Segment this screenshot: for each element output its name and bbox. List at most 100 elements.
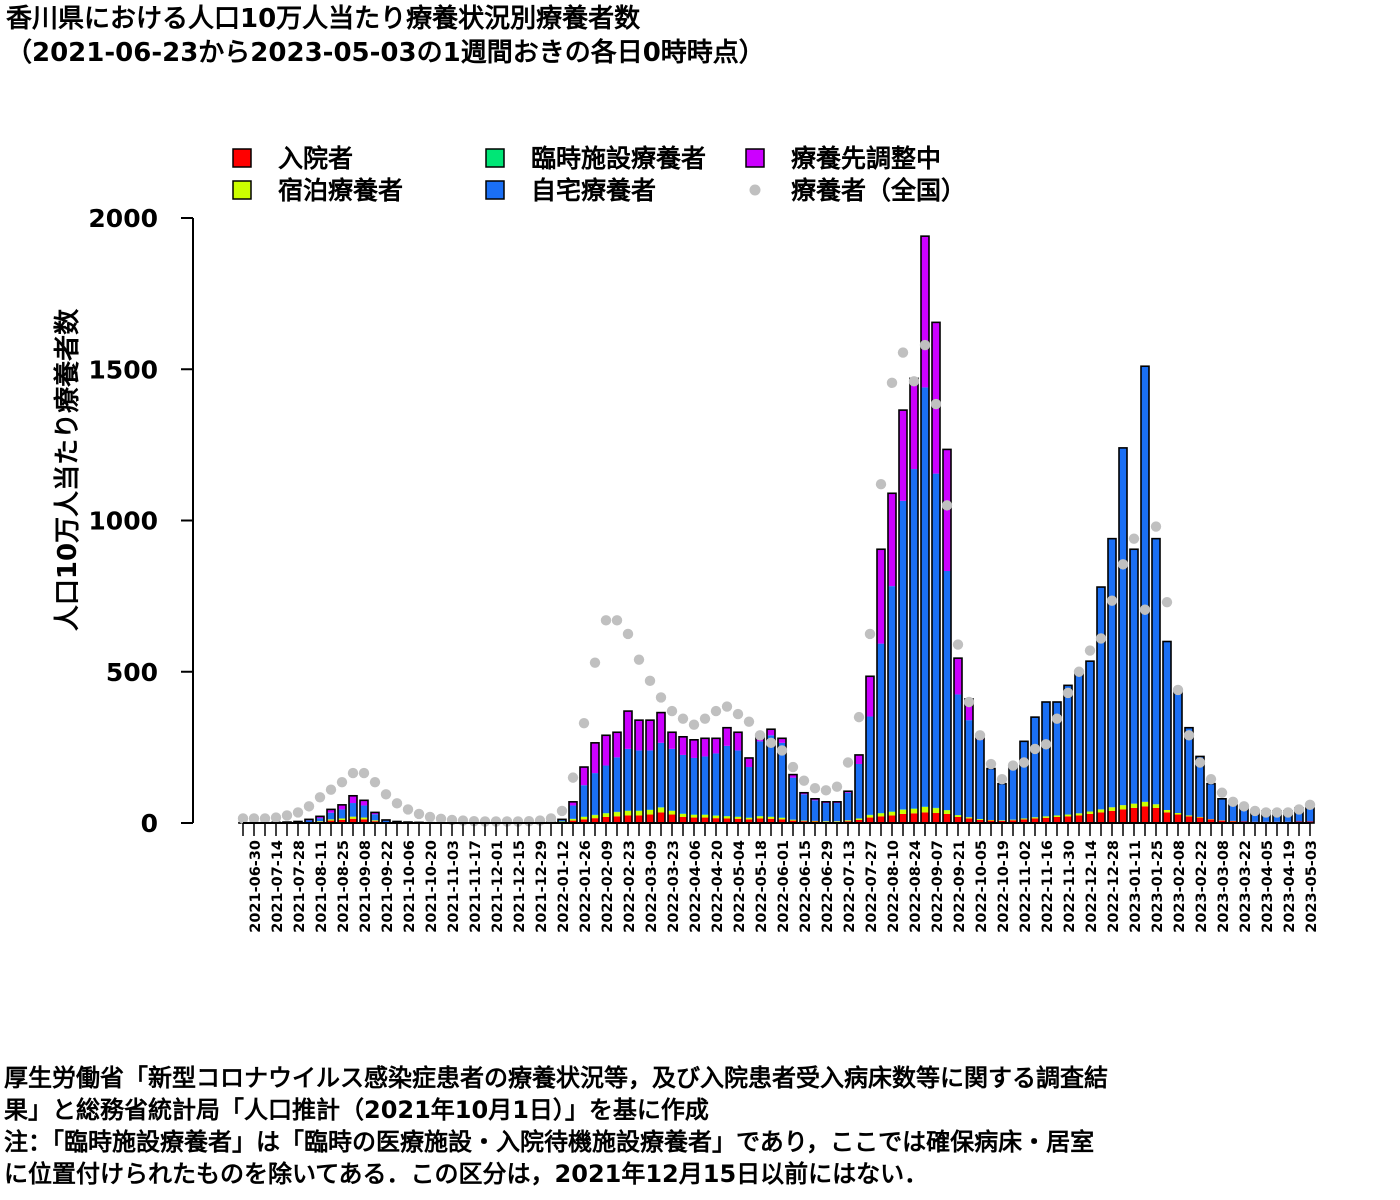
- national-point: [1150, 521, 1162, 532]
- bar: [810, 797, 820, 824]
- national-point: [1282, 807, 1294, 818]
- source-notes: 厚生労働省「新型コロナウイルス感染症患者の療養状況等，及び入院患者受入病床数等に…: [4, 1062, 1394, 1190]
- bar: [788, 773, 798, 824]
- bar-segment-hotel: [1152, 804, 1160, 808]
- bar-segment-hotel: [1020, 818, 1028, 820]
- bar-segment-adjusting: [613, 732, 621, 758]
- bar-segment-home: [1240, 807, 1248, 822]
- bar-segment-hotel: [646, 809, 654, 815]
- national-point: [710, 705, 722, 717]
- bar-segment-hospital: [1064, 816, 1072, 823]
- bar-segment-home: [668, 748, 676, 811]
- bar: [1228, 804, 1238, 824]
- bar-segment-hotel: [910, 808, 918, 814]
- national-point: [391, 798, 403, 809]
- bar-segment-hospital: [932, 813, 940, 823]
- bar-segment-home: [844, 792, 852, 821]
- bar-segment-home: [976, 739, 984, 820]
- national-point: [776, 745, 788, 756]
- bar-segment-hospital: [921, 812, 929, 823]
- bar-segment-adjusting: [690, 739, 698, 758]
- bar-segment-home: [767, 735, 775, 817]
- national-point: [435, 813, 447, 824]
- bar: [744, 757, 754, 824]
- bar: [689, 739, 699, 824]
- national-point: [1084, 645, 1096, 656]
- x-tick-label: 2022-08-10: [886, 840, 902, 933]
- x-tick-label: 2022-09-21: [952, 840, 968, 933]
- national-point: [347, 767, 359, 779]
- title-line-2: （2021-06-23から2023-05-03の1週間おきの各日0時時点）: [6, 38, 765, 68]
- national-point: [699, 713, 711, 724]
- bar-segment-home: [591, 773, 599, 815]
- national-point: [1194, 757, 1206, 768]
- bar-segment-home: [866, 716, 874, 815]
- national-point: [809, 783, 821, 794]
- bar: [1140, 365, 1150, 824]
- bar-segment-adjusting: [789, 774, 797, 778]
- bar-segment-hospital: [998, 820, 1006, 823]
- bar-segment-adjusting: [371, 812, 379, 815]
- bar-segment-home: [910, 469, 918, 809]
- national-point: [688, 719, 700, 730]
- bar-segment-hotel: [943, 810, 951, 814]
- bar-segment-hospital: [987, 820, 995, 823]
- y-tick-label: 2000: [88, 204, 158, 233]
- bar: [1074, 670, 1084, 824]
- bar-segment-home: [778, 742, 786, 818]
- national-point: [1073, 666, 1085, 677]
- bar-segment-home: [1053, 702, 1061, 816]
- bar-segment-home: [1086, 661, 1094, 812]
- bar-segment-hotel: [745, 817, 753, 820]
- x-tick-label: 2022-05-04: [732, 840, 748, 933]
- national-point: [908, 376, 920, 387]
- bar-segment-hospital: [1042, 817, 1050, 823]
- bar-segment-hospital: [910, 813, 918, 823]
- bar-segment-adjusting: [316, 816, 324, 819]
- bar-segment-hotel: [800, 820, 808, 822]
- bar-segment-home: [1174, 689, 1182, 814]
- legend-swatch: [232, 148, 252, 168]
- national-point: [985, 758, 997, 770]
- bar-segment-hospital: [1075, 815, 1083, 823]
- bar-segment-hospital: [646, 814, 654, 823]
- bar-segment-hospital: [1152, 807, 1160, 823]
- x-tick-label: 2022-12-28: [1106, 840, 1122, 933]
- bar-segment-home: [558, 819, 566, 822]
- bar-segment-home: [701, 756, 709, 815]
- bar-segment-hotel: [965, 817, 973, 819]
- x-tick-label: 2022-01-26: [578, 840, 594, 933]
- bar-segment-hospital: [338, 819, 346, 823]
- bar-segment-adjusting: [778, 738, 786, 743]
- bar-segment-hotel: [987, 819, 995, 821]
- national-point: [1117, 559, 1129, 570]
- bar-segment-home: [877, 643, 885, 814]
- bar: [1118, 447, 1128, 824]
- bar: [722, 726, 732, 824]
- bar-segment-hotel: [1064, 814, 1072, 817]
- bar-segment-home: [1130, 549, 1138, 804]
- national-point: [325, 784, 337, 795]
- bar: [920, 235, 930, 824]
- national-point: [1183, 730, 1195, 741]
- x-tick-label: 2022-11-16: [1040, 840, 1056, 933]
- bar-segment-hotel: [833, 821, 841, 822]
- bar: [1206, 782, 1216, 824]
- x-tick-label: 2022-01-12: [556, 840, 572, 933]
- national-point: [589, 657, 601, 668]
- bar-segment-hospital: [734, 818, 742, 823]
- bar-segment-home: [745, 767, 753, 818]
- bar-segment-home: [1218, 798, 1226, 821]
- x-tick-label: 2022-05-18: [754, 840, 770, 933]
- bar: [1173, 689, 1183, 824]
- bar-segment-home: [811, 800, 819, 821]
- bar: [623, 710, 633, 824]
- bar-segment-hotel: [690, 814, 698, 818]
- bar-segment-adjusting: [921, 236, 929, 388]
- bar-segment-hospital: [1009, 820, 1017, 823]
- national-point: [897, 347, 909, 358]
- bar-segment-hospital: [679, 816, 687, 823]
- national-point: [787, 761, 799, 773]
- x-tick-label: 2021-06-30: [248, 840, 264, 933]
- bar-segment-hotel: [888, 811, 896, 816]
